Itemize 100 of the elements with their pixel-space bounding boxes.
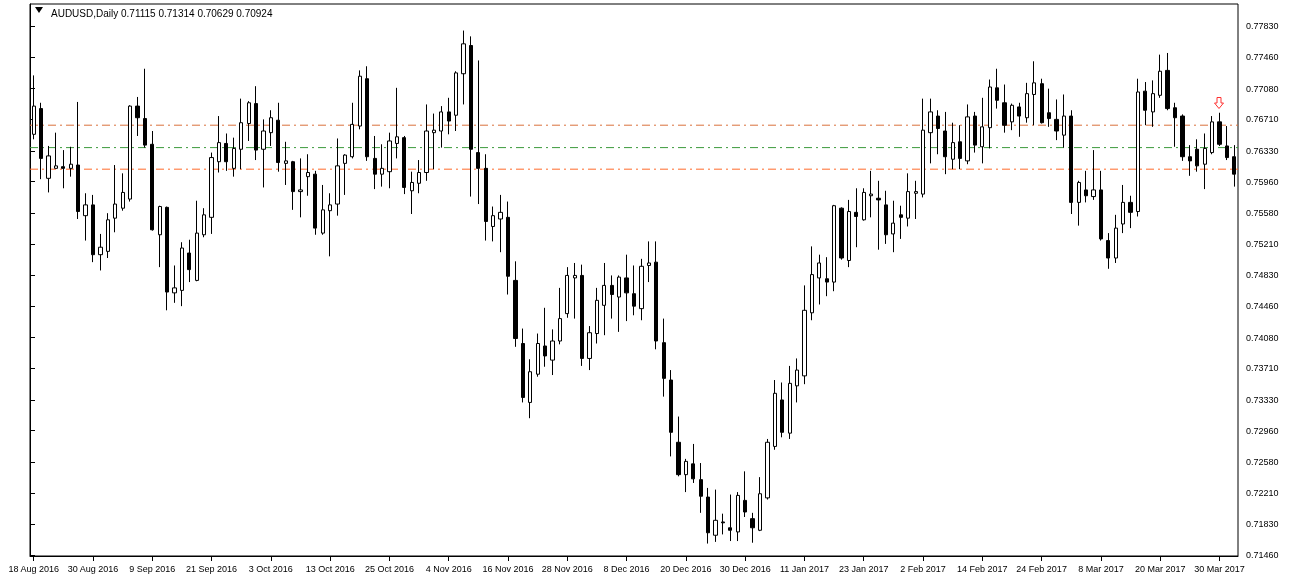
candlestick bbox=[513, 260, 518, 348]
candlestick bbox=[817, 254, 821, 305]
candlestick bbox=[350, 102, 354, 159]
candlestick bbox=[595, 287, 599, 344]
candlestick bbox=[276, 102, 280, 173]
candlestick bbox=[832, 204, 836, 292]
candlestick bbox=[773, 379, 777, 451]
candlestick bbox=[1151, 79, 1155, 128]
candlestick bbox=[113, 164, 117, 233]
candlestick bbox=[565, 266, 569, 319]
candlestick bbox=[1136, 78, 1140, 217]
candlestick bbox=[765, 438, 770, 501]
candlestick bbox=[343, 153, 347, 196]
candlestick bbox=[39, 102, 43, 180]
candlestick bbox=[639, 258, 644, 321]
candlestick bbox=[758, 476, 762, 532]
candlestick bbox=[284, 141, 288, 186]
candlestick bbox=[1173, 102, 1177, 148]
candlestick bbox=[721, 513, 725, 535]
candlestick bbox=[795, 357, 799, 403]
x-tick-label: 30 Aug 2016 bbox=[67, 563, 119, 574]
candlestick bbox=[239, 98, 243, 170]
candlestick bbox=[973, 111, 977, 154]
candlestick bbox=[1069, 109, 1073, 215]
y-tick-label: 0.77830 bbox=[1246, 21, 1279, 32]
candlestick bbox=[1032, 60, 1036, 126]
candlestick bbox=[610, 274, 614, 320]
x-tick-label: 21 Sep 2016 bbox=[186, 563, 238, 574]
candlestick bbox=[1010, 103, 1014, 131]
candlestick bbox=[980, 97, 984, 164]
candlestick bbox=[891, 200, 895, 253]
y-tick-label: 0.72580 bbox=[1246, 457, 1279, 468]
candlestick bbox=[46, 145, 51, 193]
x-tick-label: 28 Nov 2016 bbox=[541, 563, 593, 574]
chart-title: AUDUSD,Daily 0.71115 0.71314 0.70629 0.70924 bbox=[51, 7, 273, 19]
candlestick bbox=[402, 135, 406, 195]
candlestick bbox=[669, 369, 673, 457]
candlestick bbox=[558, 287, 562, 345]
candlestick bbox=[135, 96, 140, 137]
candlestick bbox=[936, 109, 940, 155]
candlestick bbox=[373, 135, 377, 190]
y-tick-label: 0.76330 bbox=[1246, 145, 1279, 156]
x-tick-label: 25 Oct 2016 bbox=[364, 563, 414, 574]
candlestick bbox=[802, 284, 807, 385]
candlestick bbox=[106, 212, 110, 259]
candlestick bbox=[335, 137, 340, 217]
candlestick bbox=[1091, 149, 1096, 201]
candlestick bbox=[439, 105, 443, 149]
candlestick bbox=[128, 104, 132, 203]
x-tick-label: 3 Oct 2016 bbox=[248, 563, 293, 574]
candlestick bbox=[98, 233, 103, 271]
candlestick bbox=[365, 65, 369, 162]
candlestick bbox=[410, 171, 414, 215]
candlestick bbox=[1180, 113, 1185, 162]
candlestick bbox=[521, 328, 525, 403]
candlestick bbox=[750, 512, 755, 544]
candlestick bbox=[417, 159, 421, 194]
candlestick bbox=[1099, 170, 1103, 242]
x-tick-label: 20 Mar 2017 bbox=[1134, 563, 1186, 574]
candlestick bbox=[91, 194, 95, 263]
candlestick bbox=[1084, 170, 1088, 203]
candlestick bbox=[862, 187, 866, 222]
candlestick bbox=[1017, 102, 1021, 138]
candlestick bbox=[1114, 214, 1118, 264]
candlestick bbox=[1077, 180, 1081, 227]
candlestick bbox=[624, 254, 629, 322]
candlestick bbox=[825, 256, 829, 297]
candlestick bbox=[158, 205, 162, 268]
candlestick bbox=[847, 199, 851, 268]
x-tick-label: 20 Dec 2016 bbox=[660, 563, 712, 574]
candlestick bbox=[662, 318, 666, 398]
candlestick bbox=[69, 146, 73, 178]
x-tick-label: 13 Oct 2016 bbox=[305, 563, 355, 574]
candlestick bbox=[261, 118, 266, 188]
candlestick bbox=[780, 382, 784, 438]
candlestick bbox=[217, 115, 221, 174]
candlestick bbox=[476, 59, 480, 205]
candlestick bbox=[854, 187, 858, 248]
x-tick-label: 30 Dec 2016 bbox=[719, 563, 771, 574]
candlestick bbox=[506, 201, 510, 296]
candlestick bbox=[1203, 132, 1207, 190]
candlestick bbox=[143, 68, 147, 149]
candlestick bbox=[1158, 54, 1162, 99]
candlestick bbox=[1025, 82, 1029, 124]
candlestick bbox=[209, 152, 214, 235]
x-tick-label: 14 Feb 2017 bbox=[957, 563, 1008, 574]
x-tick-label: 11 Jan 2017 bbox=[780, 563, 829, 574]
candlestick bbox=[224, 132, 228, 172]
candlestick bbox=[587, 325, 592, 371]
candlestick bbox=[691, 443, 695, 484]
candlestick bbox=[358, 69, 362, 130]
x-tick-label: 8 Mar 2017 bbox=[1078, 563, 1124, 574]
y-tick-label: 0.77460 bbox=[1246, 52, 1279, 63]
y-tick-label: 0.73330 bbox=[1246, 394, 1279, 405]
candlestick bbox=[943, 111, 947, 175]
y-tick-label: 0.71830 bbox=[1246, 519, 1279, 530]
candlestick bbox=[928, 98, 933, 164]
candlestick bbox=[454, 70, 458, 132]
candlestick bbox=[528, 358, 532, 419]
candlestick bbox=[1054, 98, 1059, 141]
